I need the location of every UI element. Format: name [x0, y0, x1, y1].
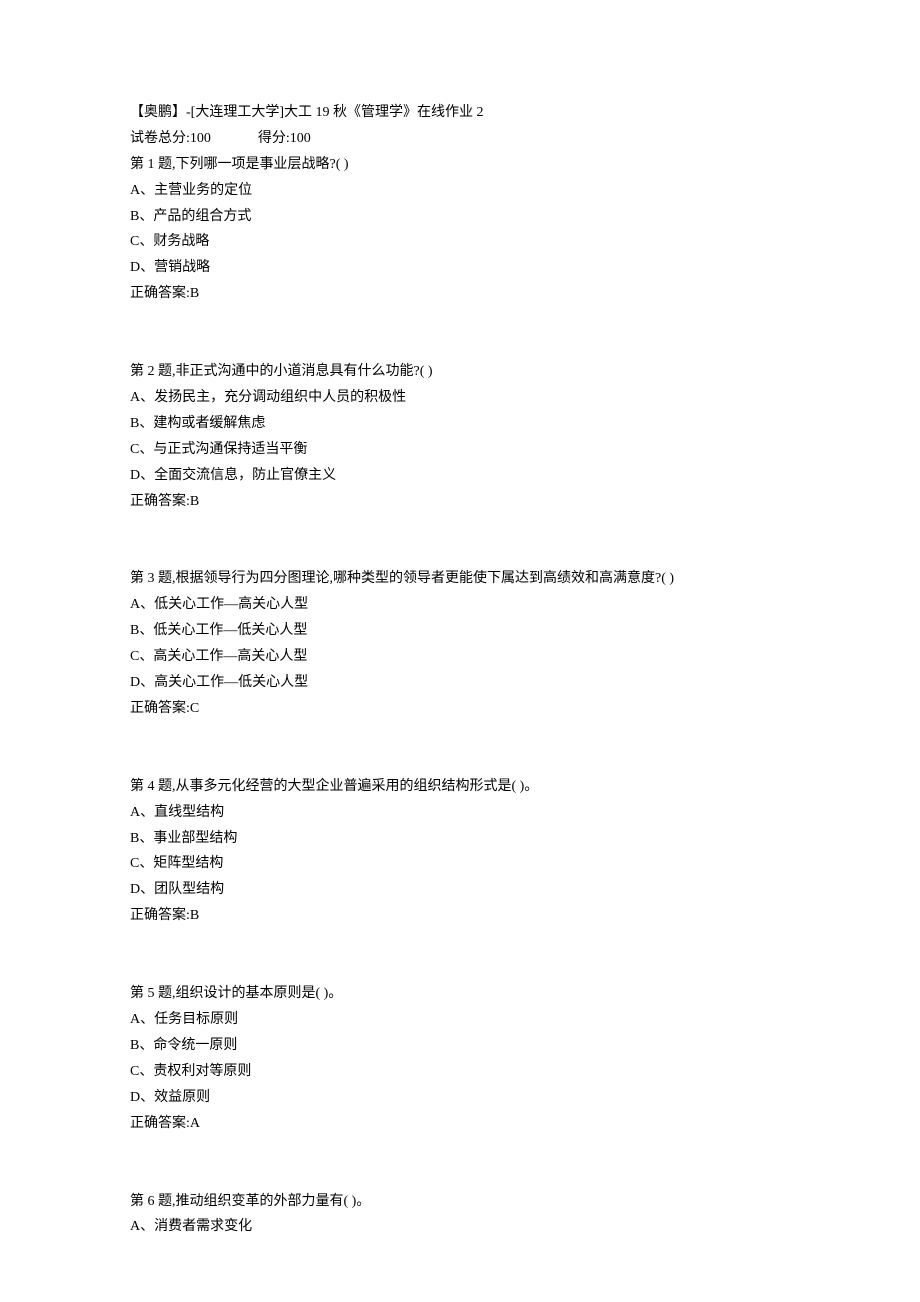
question-stem: 第 4 题,从事多元化经营的大型企业普遍采用的组织结构形式是( )。	[130, 774, 790, 800]
question-block: 第 3 题,根据领导行为四分图理论,哪种类型的领导者更能使下属达到高绩效和高满意…	[130, 566, 790, 721]
question-block: 第 4 题,从事多元化经营的大型企业普遍采用的组织结构形式是( )。A、直线型结…	[130, 774, 790, 929]
question-block: 第 2 题,非正式沟通中的小道消息具有什么功能?( )A、发扬民主，充分调动组织…	[130, 359, 790, 514]
question-option: A、消费者需求变化	[130, 1214, 790, 1240]
score-line: 试卷总分:100 得分:100	[130, 126, 790, 152]
question-option: A、发扬民主，充分调动组织中人员的积极性	[130, 385, 790, 411]
question-option: D、效益原则	[130, 1085, 790, 1111]
question-block: 第 1 题,下列哪一项是事业层战略?( )A、主营业务的定位B、产品的组合方式C…	[130, 152, 790, 307]
earned-score: 得分:100	[258, 131, 311, 146]
question-option: B、事业部型结构	[130, 826, 790, 852]
question-stem: 第 2 题,非正式沟通中的小道消息具有什么功能?( )	[130, 359, 790, 385]
question-answer: 正确答案:B	[130, 489, 790, 515]
question-answer: 正确答案:B	[130, 903, 790, 929]
document-body: 【奥鹏】-[大连理工大学]大工 19 秋《管理学》在线作业 2 试卷总分:100…	[130, 100, 790, 1240]
question-option: C、高关心工作—高关心人型	[130, 644, 790, 670]
question-option: D、高关心工作—低关心人型	[130, 670, 790, 696]
question-option: B、产品的组合方式	[130, 204, 790, 230]
question-stem: 第 3 题,根据领导行为四分图理论,哪种类型的领导者更能使下属达到高绩效和高满意…	[130, 566, 790, 592]
question-option: D、全面交流信息，防止官僚主义	[130, 463, 790, 489]
question-answer: 正确答案:C	[130, 696, 790, 722]
question-option: D、营销战略	[130, 255, 790, 281]
question-option: B、命令统一原则	[130, 1033, 790, 1059]
question-answer: 正确答案:B	[130, 281, 790, 307]
question-option: B、低关心工作—低关心人型	[130, 618, 790, 644]
question-stem: 第 5 题,组织设计的基本原则是( )。	[130, 981, 790, 1007]
question-option: C、矩阵型结构	[130, 851, 790, 877]
question-option: B、建构或者缓解焦虑	[130, 411, 790, 437]
question-option: D、团队型结构	[130, 877, 790, 903]
question-option: C、财务战略	[130, 229, 790, 255]
question-answer: 正确答案:A	[130, 1111, 790, 1137]
question-option: A、直线型结构	[130, 800, 790, 826]
question-block: 第 5 题,组织设计的基本原则是( )。A、任务目标原则B、命令统一原则C、责权…	[130, 981, 790, 1136]
question-option: C、与正式沟通保持适当平衡	[130, 437, 790, 463]
question-block: 第 6 题,推动组织变革的外部力量有( )。A、消费者需求变化	[130, 1189, 790, 1241]
document-title: 【奥鹏】-[大连理工大学]大工 19 秋《管理学》在线作业 2	[130, 100, 790, 126]
question-option: A、低关心工作—高关心人型	[130, 592, 790, 618]
questions-container: 第 1 题,下列哪一项是事业层战略?( )A、主营业务的定位B、产品的组合方式C…	[130, 152, 790, 1241]
question-stem: 第 1 题,下列哪一项是事业层战略?( )	[130, 152, 790, 178]
question-stem: 第 6 题,推动组织变革的外部力量有( )。	[130, 1189, 790, 1215]
question-option: C、责权利对等原则	[130, 1059, 790, 1085]
question-option: A、任务目标原则	[130, 1007, 790, 1033]
question-option: A、主营业务的定位	[130, 178, 790, 204]
total-score: 试卷总分:100	[130, 131, 211, 146]
